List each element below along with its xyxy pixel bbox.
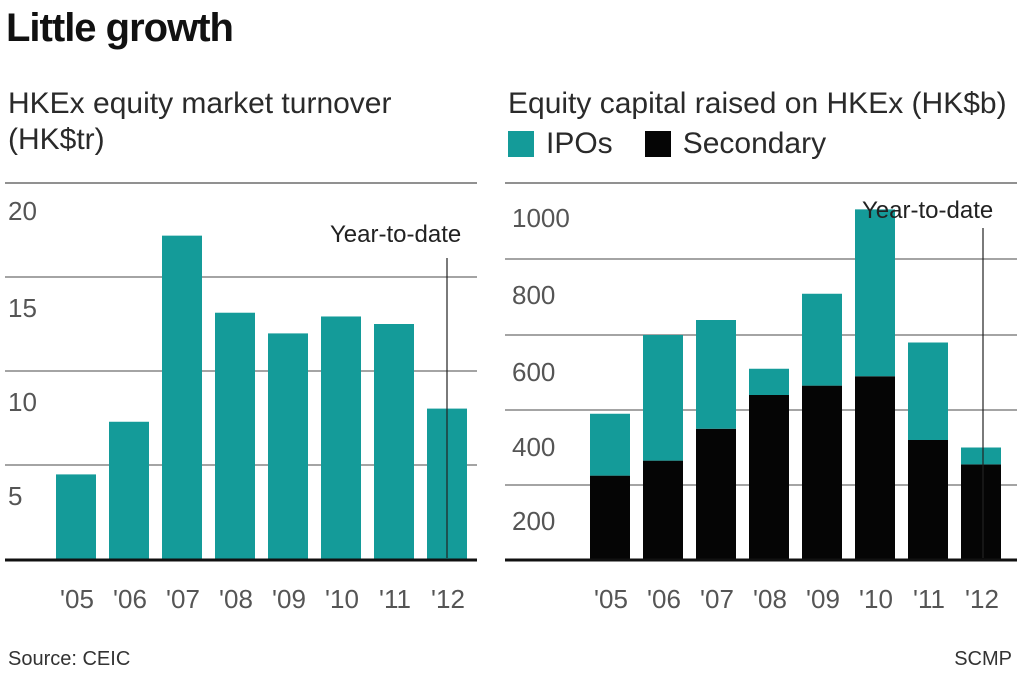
bar-secondary-06: [643, 460, 683, 560]
bar-ipos-08: [749, 368, 789, 395]
bar-turnover-06: [109, 421, 149, 560]
credit-note: SCMP: [954, 648, 1012, 670]
chart-0-xtick-label: '06: [113, 584, 147, 614]
chart-0-xtick-label: '08: [219, 584, 253, 614]
chart-1-ytick-label: 200: [512, 506, 555, 536]
chart-0-ytick-label: 5: [8, 481, 22, 511]
chart-1-xtick-label: '10: [859, 584, 893, 614]
bar-turnover-05: [56, 474, 96, 560]
bar-secondary-11: [908, 440, 948, 560]
bar-ipos-07: [696, 320, 736, 429]
chart-0-ytick-label: 10: [8, 387, 37, 417]
bar-turnover-11: [374, 324, 414, 560]
chart-0-xtick-label: '07: [166, 584, 200, 614]
chart-0-ytick-label: 20: [8, 196, 37, 226]
chart-1-xtick-label: '11: [913, 584, 945, 614]
capital-chart-legend: IPOs Secondary: [508, 126, 858, 162]
bar-ipos-09: [802, 293, 842, 386]
chart-0-xtick-label: '11: [379, 584, 411, 614]
chart-1-xtick-label: '06: [647, 584, 681, 614]
legend-label-secondary: Secondary: [682, 127, 827, 160]
legend-swatch-secondary: [644, 131, 671, 157]
turnover-chart-title: HKEx equity market turnover (HK$tr): [8, 87, 392, 156]
bar-ipos-10: [855, 209, 895, 377]
chart-1-ytd-annotation: Year-to-date: [862, 197, 993, 224]
bar-ipos-06: [643, 335, 683, 461]
chart-0-xtick-label: '09: [272, 584, 306, 614]
chart-0-ytd-annotation: Year-to-date: [330, 221, 461, 248]
chart-1-ytick-label: 1000: [512, 203, 570, 233]
bar-secondary-12: [961, 464, 1001, 560]
chart-1-xtick-label: '09: [806, 584, 840, 614]
legend-item-secondary: Secondary: [644, 127, 827, 161]
bar-ipos-05: [590, 413, 630, 476]
bar-turnover-10: [321, 316, 361, 560]
chart-0-xtick-label: '10: [325, 584, 359, 614]
legend-item-ipos: IPOs: [508, 127, 613, 161]
bar-secondary-09: [802, 385, 842, 560]
chart-1-xtick-label: '07: [700, 584, 734, 614]
legend-swatch-ipos: [508, 131, 534, 157]
chart-1-ytick-label: 400: [512, 432, 555, 462]
chart-1-xtick-label: '08: [753, 584, 787, 614]
bar-turnover-08: [215, 312, 255, 560]
chart-0-xtick-label: '05: [60, 584, 94, 614]
chart-0-ytick-label: 15: [8, 293, 37, 323]
bar-secondary-08: [749, 395, 789, 560]
bar-turnover-09: [268, 333, 308, 560]
chart-1-ytick-label: 600: [512, 357, 555, 387]
bar-ipos-12: [961, 447, 1001, 465]
bar-turnover-07: [162, 235, 202, 560]
bar-secondary-07: [696, 428, 736, 560]
legend-label-ipos: IPOs: [546, 127, 613, 160]
chart-1-xtick-label: '05: [594, 584, 628, 614]
chart-1-xtick-label: '12: [965, 584, 999, 614]
capital-chart-title: Equity capital raised on HKEx (HK$b): [508, 87, 1007, 120]
source-note: Source: CEIC: [8, 648, 131, 670]
bar-ipos-11: [908, 342, 948, 440]
bar-secondary-05: [590, 475, 630, 560]
bar-secondary-10: [855, 376, 895, 560]
chart-0-xtick-label: '12: [431, 584, 465, 614]
chart-main-title: Little growth: [6, 6, 234, 50]
chart-1-ytick-label: 800: [512, 280, 555, 310]
